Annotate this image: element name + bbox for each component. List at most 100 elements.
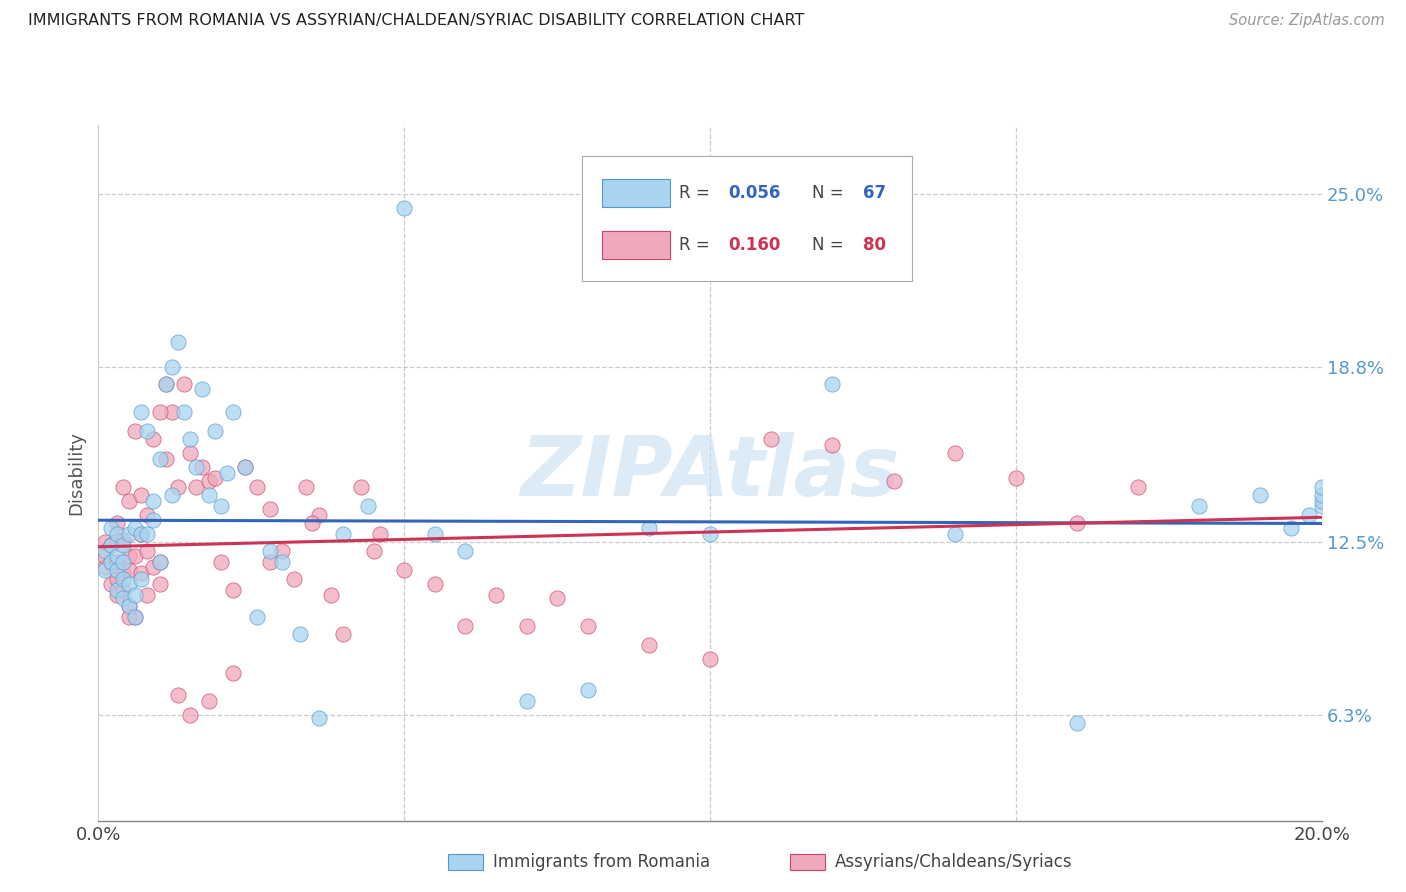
Point bbox=[233, 460, 256, 475]
Point bbox=[209, 555, 232, 569]
Point bbox=[1249, 488, 1271, 502]
Point bbox=[454, 619, 477, 633]
Point bbox=[1279, 521, 1302, 535]
Point bbox=[93, 560, 115, 574]
Point bbox=[124, 424, 146, 438]
FancyBboxPatch shape bbox=[582, 156, 912, 281]
Point bbox=[167, 334, 190, 349]
Point bbox=[142, 560, 165, 574]
Point bbox=[883, 474, 905, 488]
Point bbox=[179, 707, 201, 722]
Text: 67: 67 bbox=[863, 184, 886, 202]
Point bbox=[179, 433, 201, 447]
Point bbox=[129, 572, 152, 586]
Point bbox=[233, 460, 256, 475]
Point bbox=[105, 588, 128, 602]
Point bbox=[270, 555, 292, 569]
Point bbox=[454, 543, 477, 558]
Point bbox=[129, 404, 152, 418]
Point bbox=[105, 527, 128, 541]
Text: N =: N = bbox=[811, 184, 848, 202]
Point bbox=[485, 588, 508, 602]
Point bbox=[392, 563, 416, 577]
Point bbox=[160, 404, 183, 418]
Point bbox=[423, 577, 446, 591]
Point bbox=[105, 533, 128, 547]
Point bbox=[93, 563, 115, 577]
Point bbox=[111, 480, 134, 494]
Point bbox=[295, 480, 318, 494]
Point bbox=[118, 527, 141, 541]
Point bbox=[136, 543, 159, 558]
Point bbox=[100, 538, 122, 552]
Point bbox=[1128, 480, 1150, 494]
Point bbox=[118, 563, 141, 577]
Point bbox=[136, 588, 159, 602]
Point bbox=[111, 582, 134, 597]
Point bbox=[155, 451, 177, 466]
Point bbox=[118, 577, 141, 591]
Point bbox=[105, 516, 128, 530]
Point bbox=[124, 588, 146, 602]
Point bbox=[142, 493, 165, 508]
Point bbox=[149, 451, 172, 466]
Point bbox=[259, 502, 281, 516]
Point bbox=[129, 488, 152, 502]
Point bbox=[759, 433, 782, 447]
Point bbox=[100, 538, 122, 552]
Point bbox=[301, 516, 323, 530]
Point bbox=[246, 610, 269, 624]
Text: Immigrants from Romania: Immigrants from Romania bbox=[492, 853, 710, 871]
Point bbox=[943, 446, 966, 460]
Point bbox=[124, 610, 146, 624]
Text: R =: R = bbox=[679, 184, 716, 202]
Point bbox=[129, 527, 152, 541]
Point bbox=[100, 521, 122, 535]
Point bbox=[204, 471, 226, 485]
Point bbox=[821, 438, 844, 452]
Text: N =: N = bbox=[811, 235, 848, 254]
Point bbox=[637, 521, 661, 535]
Point bbox=[222, 404, 245, 418]
Point bbox=[118, 599, 141, 614]
Point bbox=[204, 424, 226, 438]
Point bbox=[1066, 516, 1088, 530]
Point bbox=[142, 513, 165, 527]
Point bbox=[368, 527, 391, 541]
FancyBboxPatch shape bbox=[602, 231, 669, 259]
Point bbox=[173, 404, 195, 418]
Point bbox=[155, 376, 177, 391]
Point bbox=[197, 488, 219, 502]
Point bbox=[105, 563, 128, 577]
Point bbox=[136, 508, 159, 522]
Point bbox=[516, 619, 538, 633]
Text: ZIPAtlas: ZIPAtlas bbox=[520, 433, 900, 513]
Point bbox=[308, 711, 330, 725]
Point bbox=[191, 382, 214, 396]
Point bbox=[516, 694, 538, 708]
Point bbox=[111, 591, 134, 605]
Point bbox=[392, 202, 416, 216]
Point bbox=[699, 652, 721, 666]
Point bbox=[222, 582, 245, 597]
Point bbox=[124, 521, 146, 535]
Y-axis label: Disability: Disability bbox=[67, 431, 86, 515]
Point bbox=[118, 610, 141, 624]
Point bbox=[129, 527, 152, 541]
Point bbox=[160, 359, 183, 374]
Point bbox=[363, 543, 385, 558]
Point bbox=[149, 555, 172, 569]
Point bbox=[111, 555, 134, 569]
Point bbox=[149, 577, 172, 591]
Point bbox=[100, 555, 122, 569]
Point bbox=[105, 549, 128, 564]
Point bbox=[1298, 508, 1320, 522]
Point bbox=[136, 424, 159, 438]
Point bbox=[100, 555, 122, 569]
Point bbox=[167, 480, 190, 494]
Point bbox=[197, 694, 219, 708]
Point bbox=[93, 535, 115, 549]
Point bbox=[576, 619, 599, 633]
Point bbox=[167, 689, 190, 703]
Point bbox=[160, 488, 183, 502]
